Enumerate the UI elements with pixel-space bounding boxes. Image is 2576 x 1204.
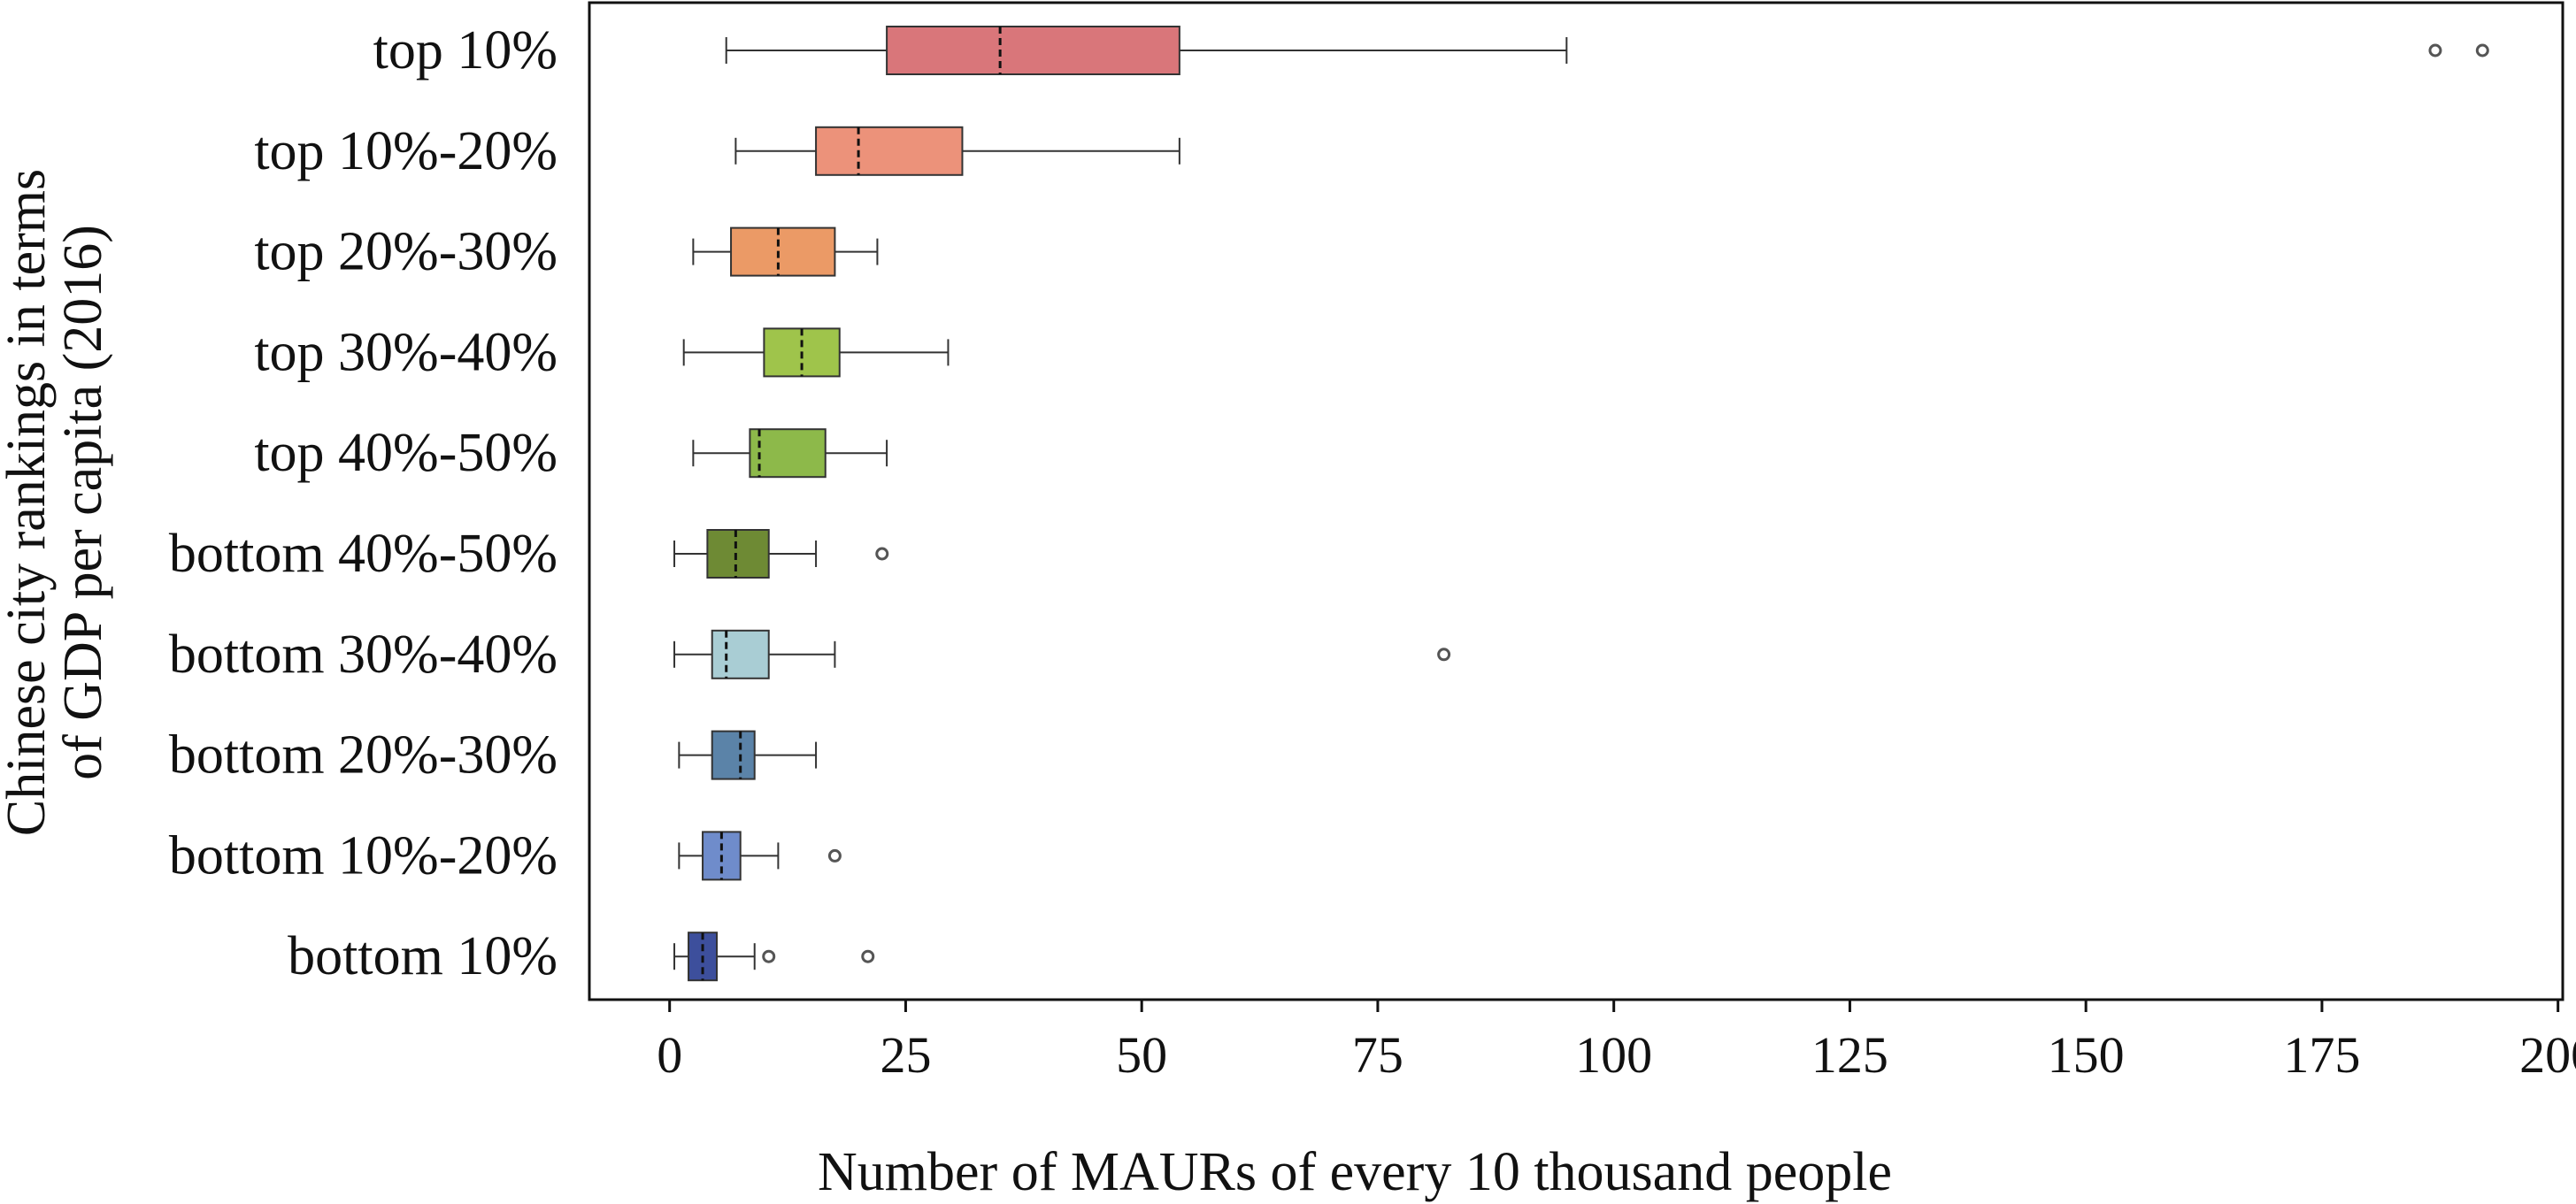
- category-label: top 20%-30%: [254, 222, 557, 282]
- box-row-7: [678, 730, 818, 780]
- outlier-point: [2475, 43, 2489, 58]
- x-tick-label: 0: [657, 1026, 682, 1084]
- box-row-1: [734, 126, 1180, 176]
- box-row-8: [678, 831, 842, 881]
- x-axis-ticks: 0 25 50 75 100 125 150 175 200: [657, 1000, 2576, 1084]
- box-row-4: [692, 428, 888, 479]
- box-row-5: [673, 529, 889, 579]
- category-label: bottom 10%: [288, 926, 557, 986]
- box-iqr: [711, 730, 756, 780]
- outlier-point: [827, 848, 842, 863]
- category-label: bottom 30%-40%: [169, 625, 557, 685]
- x-axis-title: Number of MAURs of every 10 thousand peo…: [818, 1142, 1892, 1202]
- category-label: bottom 40%-50%: [169, 524, 557, 584]
- category-label: top 40%-50%: [254, 423, 557, 483]
- y-axis-title-line-1: Chinese city rankings in terms: [0, 169, 57, 836]
- outlier-point: [762, 949, 776, 963]
- plot-border: [588, 1, 2564, 1001]
- box-iqr: [711, 629, 770, 679]
- category-label: bottom 20%-30%: [169, 725, 557, 786]
- box-row-9: [673, 932, 875, 982]
- category-label: bottom 10%-20%: [169, 825, 557, 886]
- x-tick-label: 125: [1811, 1026, 1888, 1084]
- box-iqr: [886, 26, 1180, 75]
- box-row-3: [682, 327, 950, 378]
- x-tick-label: 25: [880, 1026, 931, 1084]
- category-label: top 10%-20%: [254, 121, 557, 181]
- category-labels: top 10% top 10%-20% top 20%-30% top 30%-40%…: [169, 20, 557, 986]
- outlier-point: [875, 547, 889, 561]
- box-row-0: [725, 26, 2489, 75]
- x-tick-label: 50: [1116, 1026, 1167, 1084]
- box-iqr: [815, 126, 964, 176]
- x-tick-label: 175: [2283, 1026, 2360, 1084]
- boxes-group: [673, 26, 2489, 982]
- plot-area: [588, 1, 2564, 1001]
- outlier-point: [2428, 43, 2442, 58]
- x-tick-label: 200: [2519, 1026, 2576, 1084]
- box-iqr: [749, 428, 827, 479]
- category-label: top 10%: [373, 20, 557, 81]
- outlier-point: [861, 949, 875, 963]
- box-iqr: [706, 529, 770, 579]
- y-axis-title-line-2: of GDP per capita (2016): [53, 225, 113, 780]
- x-tick-label: 75: [1352, 1026, 1403, 1084]
- box-row-2: [692, 226, 879, 277]
- y-axis-title: Chinese city rankings in terms of GDP pe…: [0, 169, 113, 836]
- x-tick-label: 100: [1575, 1026, 1652, 1084]
- x-tick-label: 150: [2048, 1026, 2125, 1084]
- box-row-6: [673, 629, 1451, 679]
- box-iqr: [730, 226, 836, 277]
- outlier-point: [1437, 648, 1451, 662]
- category-label: top 30%-40%: [254, 322, 557, 382]
